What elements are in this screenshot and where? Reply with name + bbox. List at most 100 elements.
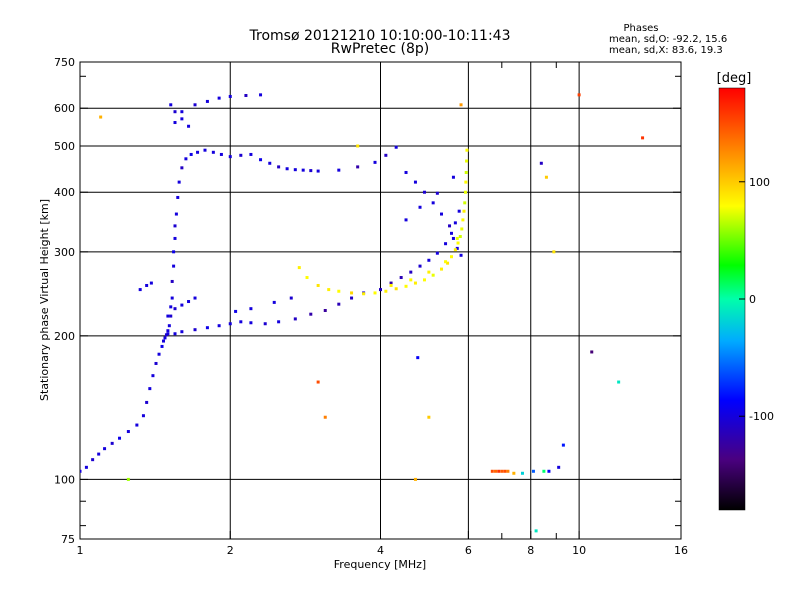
data-point-scattered <box>99 115 103 119</box>
data-point-o-mode <box>449 231 453 235</box>
data-point-x-mode <box>350 291 354 295</box>
data-point-o-mode <box>228 94 232 98</box>
data-point-o-mode <box>205 326 209 330</box>
data-point-o-mode <box>379 288 382 292</box>
data-point-x-mode <box>305 276 309 280</box>
data-point-scattered <box>561 443 565 447</box>
data-point-o-mode <box>173 110 177 114</box>
data-point-x-mode <box>458 235 462 239</box>
colorbar-tick-label: -100 <box>749 410 774 423</box>
data-point-scattered <box>126 477 130 481</box>
data-point-o-mode <box>211 150 215 154</box>
data-point-o-mode <box>394 145 398 149</box>
data-point-o-mode <box>110 441 114 445</box>
data-point-o-mode <box>404 170 408 174</box>
tick-label-y: 200 <box>54 330 75 343</box>
data-point-o-mode <box>309 169 313 173</box>
data-point-x-mode <box>316 283 320 287</box>
tick-label-x: 10 <box>572 544 586 557</box>
data-point-o-mode <box>268 161 272 165</box>
data-point-x-mode <box>449 255 453 259</box>
data-point-scattered <box>323 415 327 419</box>
data-point-o-mode <box>249 307 253 311</box>
data-point-o-mode <box>196 150 200 154</box>
tick-label-x: 2 <box>227 544 234 557</box>
data-point-o-mode <box>169 305 173 309</box>
data-point-o-mode <box>431 201 435 205</box>
tick-label-y: 400 <box>54 186 75 199</box>
data-point-scattered <box>542 469 546 473</box>
data-point-x-mode <box>404 284 408 288</box>
data-point-o-mode <box>177 180 181 184</box>
data-point-x-mode <box>464 170 468 174</box>
data-point-x-mode <box>409 278 413 282</box>
data-point-o-mode <box>239 320 243 324</box>
data-point-o-mode <box>451 175 455 179</box>
data-point-o-mode <box>418 264 422 268</box>
data-point-scattered <box>544 175 548 179</box>
chart-subtitle: RwPretec (8p) <box>331 41 429 57</box>
data-point-o-mode <box>455 246 459 250</box>
data-point-o-mode <box>293 168 297 172</box>
data-point-x-mode <box>413 281 417 285</box>
data-point-o-mode <box>173 224 177 228</box>
data-point-o-mode <box>228 155 232 159</box>
data-point-o-mode <box>173 307 177 311</box>
data-point-x-mode <box>422 278 426 282</box>
data-point-o-mode <box>180 166 184 170</box>
data-point-o-mode <box>180 117 184 121</box>
data-point-o-mode <box>293 317 297 321</box>
data-point-o-mode <box>413 180 417 184</box>
data-point-o-mode <box>289 296 293 300</box>
data-point-o-mode <box>203 148 207 152</box>
data-point-o-mode <box>356 165 360 169</box>
data-point-x-mode <box>389 283 393 287</box>
data-point-o-mode <box>163 336 167 340</box>
data-point-x-mode <box>337 289 341 293</box>
data-point-o-mode <box>389 281 393 285</box>
data-point-o-mode <box>249 321 253 325</box>
data-point-scattered <box>500 469 504 473</box>
data-point-x-mode <box>384 289 388 293</box>
x-ticks: 1 2 4 6 8 10 16 <box>77 531 688 557</box>
data-point-o-mode <box>174 212 178 216</box>
colorbar-label: [deg] <box>717 71 752 86</box>
tick-label-x: 8 <box>527 544 534 557</box>
data-point-x-mode <box>465 159 469 163</box>
data-point-o-mode <box>234 309 238 313</box>
data-point-o-mode <box>141 414 145 418</box>
data-point-o-mode <box>145 400 149 404</box>
data-point-o-mode <box>149 281 153 285</box>
data-point-o-mode <box>145 283 149 287</box>
data-point-x-mode <box>460 227 464 231</box>
data-point-o-mode <box>409 270 413 274</box>
data-point-o-mode <box>277 165 281 169</box>
data-point-o-mode <box>285 167 289 171</box>
data-point-o-mode <box>272 300 276 304</box>
data-point-o-mode <box>169 314 173 318</box>
data-point-x-mode <box>394 287 398 291</box>
data-point-x-mode <box>427 270 431 274</box>
data-point-scattered <box>503 469 507 473</box>
data-point-o-mode <box>435 191 439 195</box>
data-point-o-mode <box>187 124 191 128</box>
data-point-scattered <box>520 471 524 475</box>
data-point-o-mode <box>457 209 461 213</box>
data-point-o-mode <box>323 308 327 312</box>
data-point-x-mode <box>463 190 467 194</box>
data-point-o-mode <box>244 94 248 98</box>
tick-label-y: 500 <box>54 140 75 153</box>
tick-label-x: 6 <box>465 544 472 557</box>
data-point-x-mode <box>446 261 450 265</box>
data-point-scattered <box>506 469 510 473</box>
stats-heading: Phases <box>623 23 658 34</box>
data-point-o-mode <box>422 190 426 194</box>
data-point-o-mode <box>135 423 139 427</box>
colorbar-tick-label: 100 <box>749 176 770 189</box>
data-point-o-mode <box>259 93 263 97</box>
data-point-o-mode <box>440 212 444 216</box>
data-point-o-mode <box>399 276 403 280</box>
colorbar-tick-label: 0 <box>749 293 756 306</box>
data-point-o-mode <box>118 436 122 440</box>
data-point-o-mode <box>404 218 408 222</box>
